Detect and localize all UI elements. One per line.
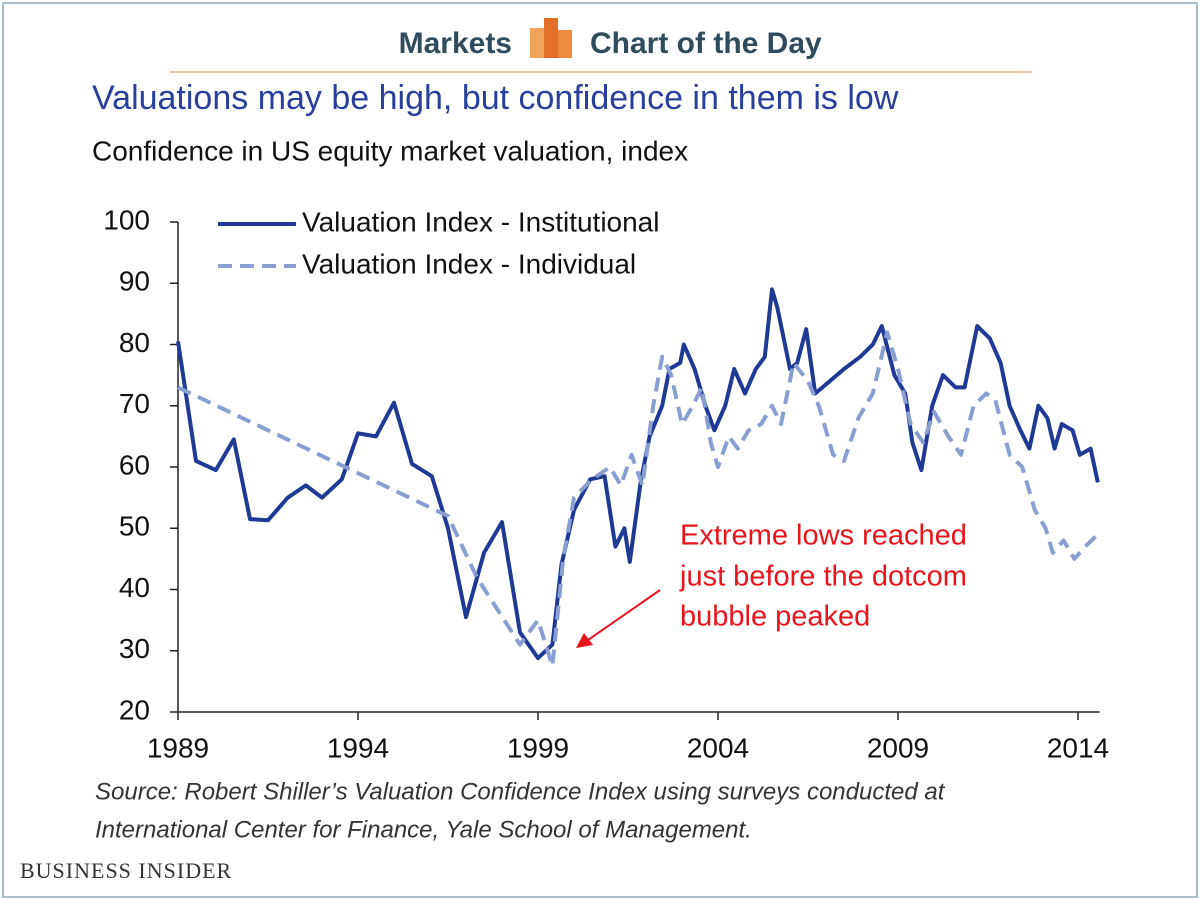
annotation: Extreme lows reached xyxy=(680,520,967,552)
y-tick-label: 100 xyxy=(103,204,150,235)
y-tick-label: 30 xyxy=(119,633,150,664)
annotation: just before the dotcom xyxy=(679,561,967,593)
x-tick-label: 1994 xyxy=(327,732,389,763)
x-tick-label: 2004 xyxy=(687,732,749,763)
annotation: bubble peaked xyxy=(680,601,870,633)
x-tick-label: 2014 xyxy=(1047,732,1109,763)
header-left: Markets xyxy=(399,27,512,60)
series-line xyxy=(176,287,1100,661)
y-tick-label: 90 xyxy=(119,266,150,297)
y-tick-label: 80 xyxy=(119,327,150,358)
legend-label: Valuation Index - Individual xyxy=(302,248,636,279)
source: Source: Robert Shiller’s Valuation Confi… xyxy=(95,778,946,805)
y-tick-label: 70 xyxy=(119,388,150,419)
y-tick-label: 60 xyxy=(119,449,150,480)
x-tick-label: 1999 xyxy=(507,732,569,763)
chart-title: Valuations may be high, but confidence i… xyxy=(92,79,899,117)
chart-subtitle: Confidence in US equity market valuation… xyxy=(92,135,688,166)
y-tick-label: 40 xyxy=(119,572,150,603)
header-icon xyxy=(530,18,572,58)
series-line xyxy=(177,330,1100,669)
brand: Business Insider xyxy=(20,858,232,883)
source: International Center for Finance, Yale S… xyxy=(95,816,752,843)
x-tick-label: 1989 xyxy=(147,732,209,763)
x-tick-label: 2009 xyxy=(867,732,929,763)
header-right: Chart of the Day xyxy=(590,27,822,60)
y-tick-label: 20 xyxy=(119,694,150,725)
legend-label: Valuation Index - Institutional xyxy=(302,206,659,237)
y-tick-label: 50 xyxy=(119,511,150,542)
annotation-arrow xyxy=(576,589,661,648)
